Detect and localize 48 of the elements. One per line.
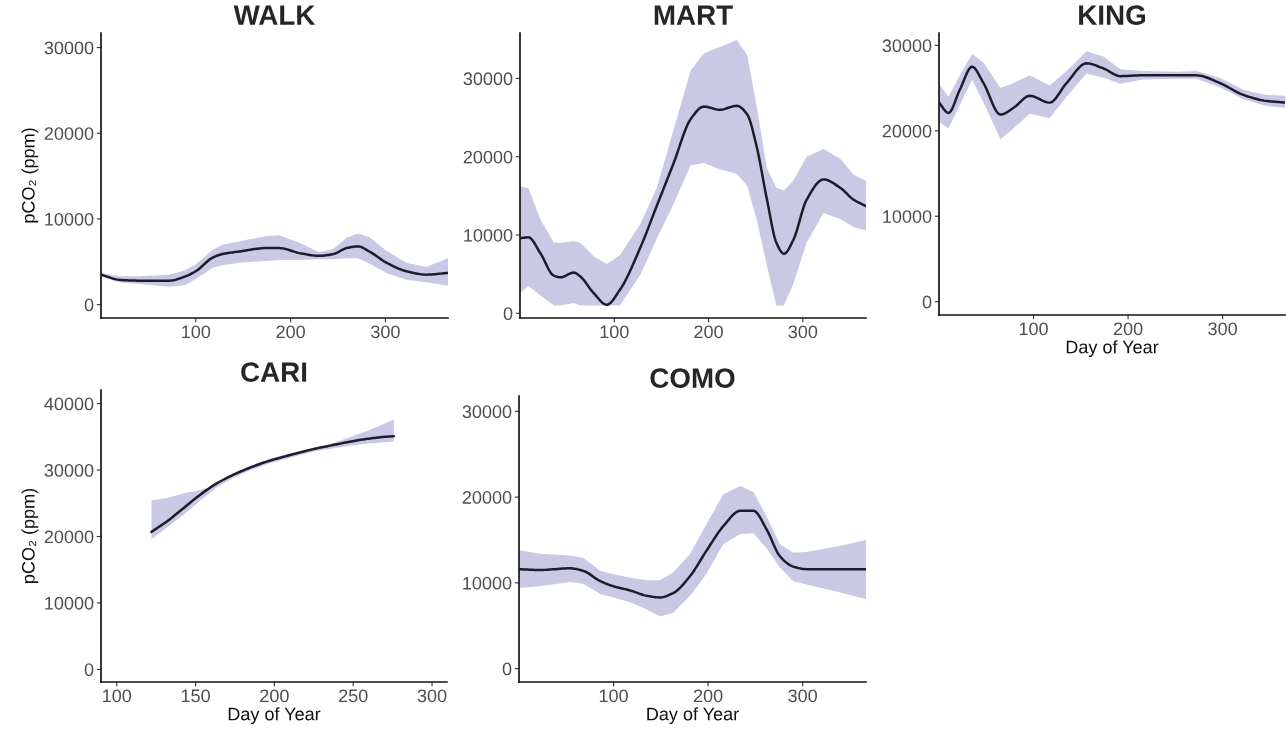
y-tick-label: 20000 bbox=[462, 491, 512, 504]
y-tick-label: 0 bbox=[84, 298, 94, 312]
x-tick-label: 200 bbox=[260, 689, 289, 703]
y-axis-title: pCO₂ (ppm) bbox=[21, 488, 39, 583]
x-tick-label: 100 bbox=[600, 325, 629, 339]
y-tick-label: 20000 bbox=[463, 150, 513, 164]
y-axis-title: pCO₂ (ppm) bbox=[21, 128, 39, 223]
y-tick-label: 10000 bbox=[45, 212, 94, 226]
y-tick-label: 20000 bbox=[44, 530, 94, 544]
x-tick-label: 200 bbox=[694, 325, 723, 339]
x-tick-label: 200 bbox=[693, 689, 723, 703]
x-tick-label: 300 bbox=[788, 689, 818, 703]
y-tick-label: 30000 bbox=[44, 463, 94, 477]
x-tick-label: 100 bbox=[599, 689, 628, 703]
x-tick-label: 100 bbox=[1019, 322, 1048, 336]
x-tick-label: 200 bbox=[276, 325, 305, 339]
y-tick-label: 30000 bbox=[882, 39, 932, 53]
y-tick-label: 0 bbox=[922, 295, 932, 309]
chart-title: WALK bbox=[233, 5, 316, 25]
x-tick-label: 300 bbox=[417, 689, 447, 703]
x-axis-title: Day of Year bbox=[1066, 340, 1159, 357]
y-tick-label: 30000 bbox=[463, 72, 513, 86]
chart-title: KING bbox=[1079, 5, 1145, 25]
x-tick-label: 250 bbox=[339, 689, 368, 703]
y-tick-label: 10000 bbox=[45, 596, 94, 610]
x-tick-label: 100 bbox=[103, 689, 132, 703]
y-tick-label: 10000 bbox=[883, 210, 932, 223]
y-tick-label: 30000 bbox=[462, 405, 512, 419]
y-tick-label: 20000 bbox=[882, 124, 932, 138]
x-axis-title: Day of Year bbox=[647, 707, 739, 724]
x-tick-label: 300 bbox=[1208, 322, 1237, 336]
x-tick-label: 150 bbox=[181, 689, 210, 703]
x-tick-label: 300 bbox=[371, 325, 400, 339]
y-tick-label: 10000 bbox=[463, 576, 512, 590]
y-tick-label: 0 bbox=[84, 663, 94, 677]
chart-title: CARI bbox=[241, 362, 307, 382]
y-tick-label: 20000 bbox=[44, 127, 94, 140]
x-tick-label: 200 bbox=[1113, 322, 1143, 336]
y-tick-label: 0 bbox=[502, 662, 512, 676]
x-axis-title: Day of Year bbox=[228, 707, 321, 724]
y-tick-label: 0 bbox=[503, 307, 513, 321]
y-tick-label: 10000 bbox=[464, 228, 513, 242]
x-tick-label: 100 bbox=[182, 325, 211, 339]
y-tick-label: 40000 bbox=[44, 397, 94, 411]
chart-title: MART bbox=[654, 5, 733, 25]
y-tick-label: 30000 bbox=[44, 41, 94, 55]
x-tick-label: 300 bbox=[788, 325, 818, 339]
chart-title: COMO bbox=[650, 368, 735, 388]
